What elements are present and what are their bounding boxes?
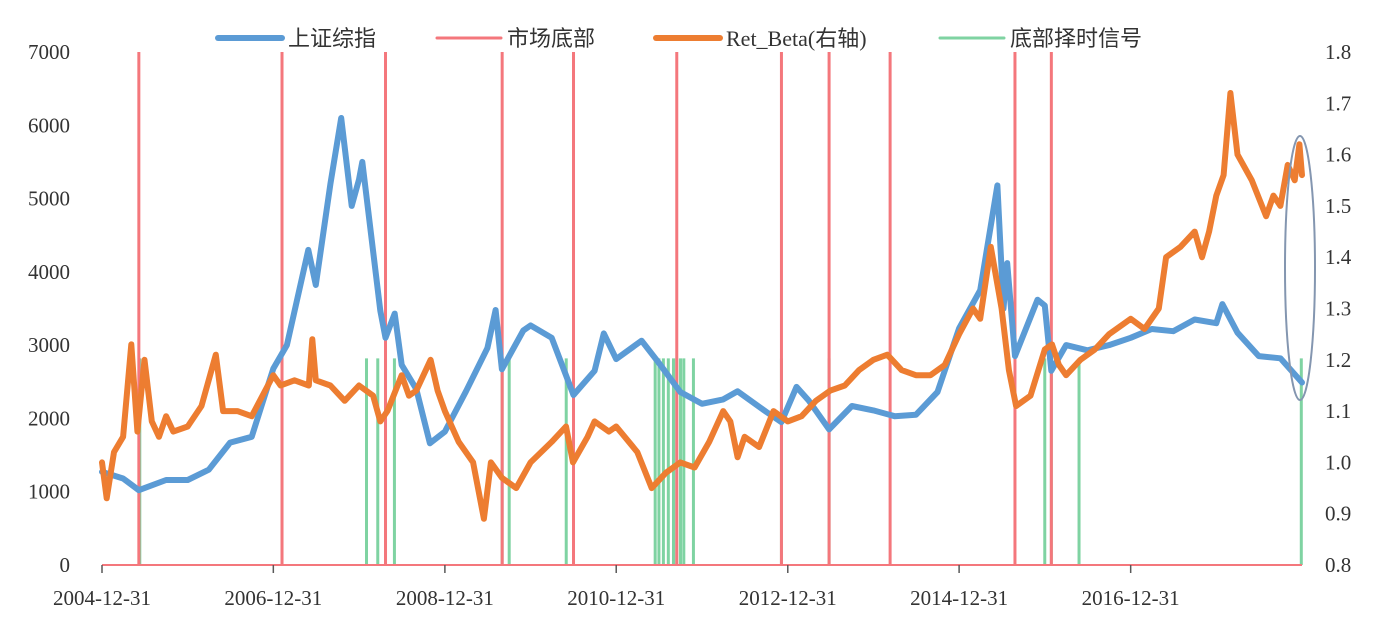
legend: 上证综指 市场底部 Ret_Beta(右轴) 底部择时信号 [215,26,1142,51]
x-tick-label: 2008-12-31 [396,586,494,610]
y-right-tick-label: 1.1 [1325,399,1351,423]
y-right-tick-label: 1.7 [1325,91,1351,115]
y-right-tick-label: 0.8 [1325,553,1351,577]
highlight-ellipse [1284,135,1316,401]
x-tick-label: 2004-12-31 [53,586,151,610]
x-tick-label: 2006-12-31 [224,586,322,610]
y-right-tick-label: 1.0 [1325,450,1351,474]
y-left-tick-label: 6000 [28,113,70,137]
y-left-tick-label: 2000 [28,406,70,430]
series-line-retbeta [99,90,1305,522]
legend-label: 底部择时信号 [1010,26,1142,51]
x-tick-label: 2016-12-31 [1082,586,1180,610]
y-right-tick-label: 1.8 [1325,40,1351,64]
y-left-tick-label: 7000 [28,40,70,64]
y-left-tick-label: 1000 [28,480,70,504]
marker-lines-layer [137,52,1303,565]
y-left-tick-label: 5000 [28,187,70,211]
series-line-index [99,115,1305,494]
x-tick-label: 2010-12-31 [567,586,665,610]
x-tick-label: 2014-12-31 [910,586,1008,610]
y-right-tick-label: 0.9 [1325,502,1351,526]
y-right-tick-label: 1.6 [1325,143,1351,167]
y-right-tick-label: 1.5 [1325,194,1351,218]
y-left-tick-label: 4000 [28,260,70,284]
series-layer [99,90,1305,522]
y-left-tick-label: 3000 [28,333,70,357]
y-left-tick-label: 0 [60,553,71,577]
y-right-tick-label: 1.2 [1325,348,1351,372]
y-right-tick-label: 1.3 [1325,297,1351,321]
legend-label: Ret_Beta(右轴) [726,26,867,51]
legend-label: 市场底部 [507,26,595,51]
y-right-tick-label: 1.4 [1325,245,1352,269]
x-tick-label: 2012-12-31 [739,586,837,610]
axes-layer: 0 1000 2000 3000 4000 5000 6000 7000 0.8 0.9 1.0 1.… [28,40,1352,610]
legend-label: 上证综指 [288,26,376,51]
